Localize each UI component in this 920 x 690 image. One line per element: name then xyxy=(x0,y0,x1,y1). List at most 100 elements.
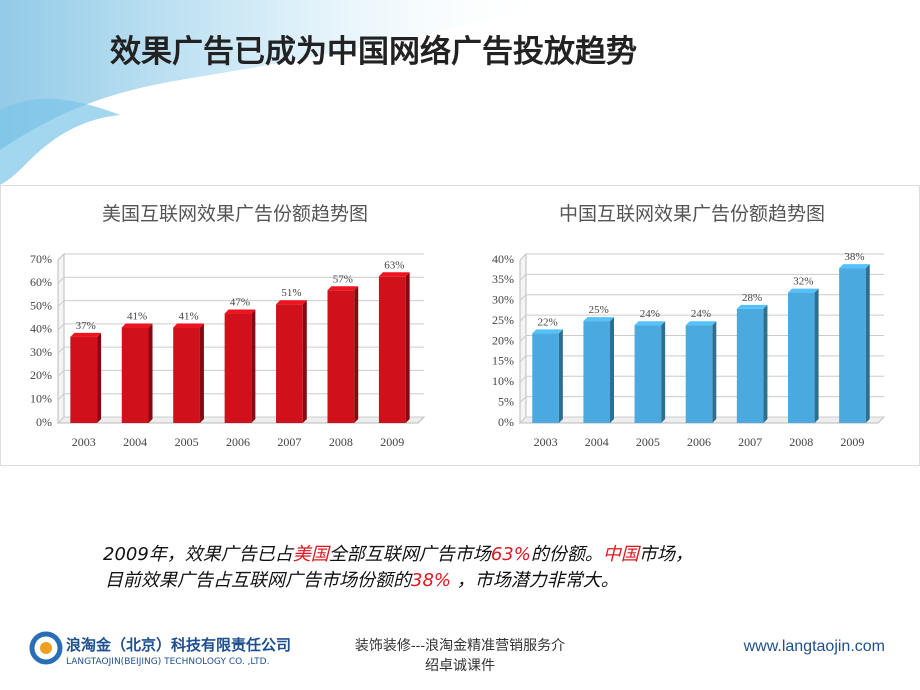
x-tick-label: 2004 xyxy=(585,435,609,449)
bar-side xyxy=(865,264,870,423)
company-name-en: LANGTAOJIN(BEIJING) TECHNOLOGY CO. ,LTD. xyxy=(66,657,269,667)
x-tick-label: 2007 xyxy=(738,435,762,449)
y-tick-label: 60% xyxy=(30,275,52,289)
bar-side xyxy=(302,300,307,423)
y-tick-label: 20% xyxy=(492,333,514,347)
value-label: 25% xyxy=(589,304,609,316)
bar-side xyxy=(661,321,666,423)
value-label: 38% xyxy=(844,251,864,263)
grid-line xyxy=(519,273,884,281)
bar-top xyxy=(327,286,359,291)
grid-line xyxy=(519,253,884,261)
x-tick-label: 2005 xyxy=(636,435,660,449)
bar xyxy=(583,321,611,423)
summary-segment: 美国 xyxy=(293,544,332,565)
bar-side xyxy=(405,272,410,423)
footer-text: 绍卓诚课件 xyxy=(425,658,495,674)
bar-side xyxy=(712,321,717,423)
bar xyxy=(327,290,355,423)
bar-side xyxy=(763,304,768,423)
x-tick-label: 2008 xyxy=(789,435,813,449)
y-tick-label: 70% xyxy=(30,252,52,266)
company-logo: 浪淘金（北京）科技有限责任公司 LANGTAOJIN(BEIJING) TECH… xyxy=(29,631,291,667)
x-tick-label: 2009 xyxy=(380,435,404,449)
bar-top xyxy=(70,332,102,337)
x-tick-label: 2008 xyxy=(329,435,353,449)
bar xyxy=(173,327,200,423)
summary-segment: 63% xyxy=(491,544,531,565)
bar-top xyxy=(583,317,615,322)
x-tick-label: 2009 xyxy=(840,435,864,449)
y-tick-label: 30% xyxy=(492,293,514,307)
bar-top xyxy=(173,323,204,328)
value-label: 41% xyxy=(178,311,198,323)
bar xyxy=(839,268,866,423)
water-splash xyxy=(0,0,560,150)
y-tick-label: 0% xyxy=(498,415,514,429)
summary-segment: 中国 xyxy=(603,544,642,565)
summary-line: 2009年，效果广告已占美国全部互联网广告市场63%的份额。中国市场， xyxy=(103,544,693,565)
bar-top xyxy=(634,321,666,326)
y-tick-label: 30% xyxy=(30,345,52,359)
x-tick-label: 2003 xyxy=(534,435,558,449)
value-label: 57% xyxy=(333,273,353,285)
grid-line xyxy=(57,253,424,261)
summary-segment: 的份额。 xyxy=(531,544,603,565)
value-label: 28% xyxy=(742,292,762,304)
bar-side xyxy=(148,323,153,423)
bar xyxy=(121,327,149,423)
y-tick-label: 40% xyxy=(492,252,514,266)
chart-title: 中国互联网效果广告份额趋势图 xyxy=(559,203,825,225)
y-tick-label: 0% xyxy=(36,415,52,429)
bar-top xyxy=(276,300,307,305)
footer-text: 装饰装修---浪淘金精准营销服务介 xyxy=(355,638,565,654)
y-tick-label: 35% xyxy=(492,272,514,286)
value-label: 41% xyxy=(127,311,147,323)
y-tick-label: 10% xyxy=(492,374,514,388)
company-name: 浪淘金（北京）科技有限责任公司 xyxy=(66,636,291,654)
summary-segment: 市场， xyxy=(639,544,693,565)
bar-side xyxy=(251,309,256,423)
bar-top xyxy=(224,309,256,314)
value-label: 24% xyxy=(691,308,711,320)
x-tick-label: 2004 xyxy=(123,435,147,449)
summary-line: 目前效果广告占互联网广告市场份额的38% ，市场潜力非常大。 xyxy=(105,570,619,591)
value-label: 32% xyxy=(793,276,813,288)
value-label: 37% xyxy=(76,320,96,332)
grid-line xyxy=(519,294,884,302)
bar xyxy=(276,304,303,423)
chart-title: 美国互联网效果广告份额趋势图 xyxy=(102,203,368,225)
x-tick-label: 2006 xyxy=(687,435,711,449)
back-wall xyxy=(57,252,65,425)
bar-top xyxy=(736,304,768,309)
bar xyxy=(532,333,559,423)
bar-top xyxy=(685,321,717,326)
value-label: 63% xyxy=(384,259,404,271)
bar-top xyxy=(532,329,563,334)
bar xyxy=(736,308,764,423)
bar-side xyxy=(610,317,615,423)
bar-top xyxy=(787,288,819,293)
summary-segment: ，市场潜力非常大。 xyxy=(451,570,619,591)
bar-top xyxy=(839,264,870,269)
bar xyxy=(787,292,815,423)
bar xyxy=(224,313,252,423)
bar xyxy=(634,325,662,423)
charts: 美国互联网效果广告份额趋势图 0% 10% 20% 30% 40% 50% 60% 70% 200… xyxy=(30,203,886,449)
x-tick-label: 2005 xyxy=(175,435,199,449)
value-label: 51% xyxy=(281,287,301,299)
summary: 2009年，效果广告已占美国全部互联网广告市场63%的份额。中国市场， 目前效果广… xyxy=(103,544,693,591)
bar-side xyxy=(97,332,102,423)
y-tick-label: 40% xyxy=(30,322,52,336)
x-tick-label: 2006 xyxy=(226,435,250,449)
summary-segment: 目前效果广告占互联网广告市场份额的 xyxy=(105,570,413,591)
value-label: 22% xyxy=(537,316,557,328)
bar-top xyxy=(378,272,410,277)
bar-side xyxy=(199,323,204,423)
y-tick-label: 50% xyxy=(30,298,52,312)
bar-top xyxy=(121,323,153,328)
bar xyxy=(378,276,406,423)
value-label: 24% xyxy=(640,308,660,320)
summary-segment: 2009年，效果广告已占 xyxy=(103,544,295,565)
x-tick-label: 2007 xyxy=(277,435,301,449)
